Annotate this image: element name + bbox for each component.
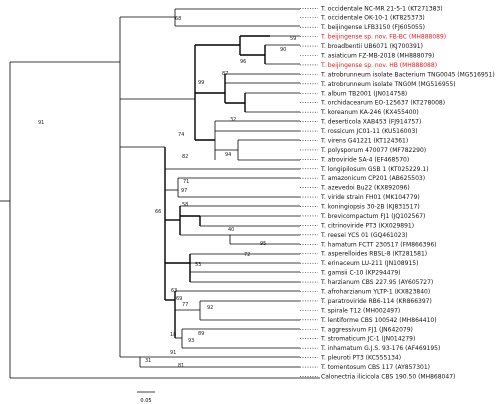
taxon-label: Calonectria ilicicola CBS 190.50 (MH8680… — [321, 373, 455, 380]
taxon-label: T. occidentale NC-MR 21-5-1 (KT271383) — [320, 5, 443, 12]
taxon-label: T. atrobrunneum isolate TNG0M (MG516955) — [320, 81, 456, 88]
taxon-label: T. aggressivum FJ1 (JN642079) — [320, 326, 413, 333]
bootstrap-value: 74 — [178, 132, 184, 138]
bootstrap-value: 40 — [228, 227, 234, 233]
taxon-label: T. asiaticum FZ-MB-2018 (MH888079) — [320, 53, 434, 60]
taxon-label: T. stromaticum JC-1 (JN014279) — [320, 336, 415, 343]
taxon-label: T. virens G41221 (KT124361) — [320, 137, 408, 144]
taxon-label: T. azevedoi Bu22 (KX892096) — [320, 185, 410, 192]
taxon-label: T. citrinoviride PT3 (KX029891) — [320, 222, 414, 229]
bootstrap-value: 96 — [240, 59, 246, 65]
bootstrap-value: 77 — [182, 302, 188, 308]
taxon-label: T. harzianum CBS 227.95 (AY605727) — [320, 279, 433, 286]
bootstrap-value: 53 — [195, 262, 201, 268]
bootstrap-value: 91 — [38, 120, 44, 126]
bootstrap-value: 58 — [182, 202, 188, 208]
taxon-label: T. broadbentii UB6071 (KJ700391) — [320, 43, 423, 50]
taxon-label: T. polysporum 470077 (MF782290) — [320, 147, 426, 154]
taxon-label: T. reesei YCS 01 (GQ461023) — [320, 232, 408, 239]
bootstrap-value: 95 — [260, 241, 266, 247]
taxon-labels: T. occidentale NC-MR 21-5-1 (KT271383) T.… — [320, 5, 495, 380]
taxon-label: T. tomentosum CBS 117 (AY857301) — [320, 364, 430, 371]
leader-dots — [300, 8, 318, 377]
taxon-label: T. inhamatum G.J.S. 93-176 (AF469195) — [320, 345, 440, 352]
taxon-label: T. brevicompactum FJ1 (JQ102567) — [320, 213, 425, 220]
bootstrap-value: 97 — [181, 188, 187, 194]
bootstrap-value: 59 — [290, 36, 296, 42]
taxon-label: T. koningiopsis 30-2B (KJ831517) — [320, 204, 420, 211]
bootstrap-value: 66 — [155, 209, 161, 215]
bootstrap-value: 71 — [183, 179, 189, 185]
bootstrap-value: 72 — [244, 252, 250, 258]
scale-bar-label: 0.05 — [140, 398, 151, 404]
bootstrap-value: 69 — [176, 296, 182, 302]
bootstrap-value: 18 — [170, 332, 176, 338]
taxon-label: T. atrobrunneum isolate Bacterium TNG004… — [320, 71, 495, 78]
bootstrap-value: 92 — [207, 305, 213, 311]
taxon-label: T. asperelloides RBSL-8 (KT281581) — [320, 251, 427, 258]
bootstrap-value: 32 — [230, 117, 236, 123]
bootstrap-value: 31 — [145, 358, 151, 364]
taxon-label: T. koreanum KA-246 (KX455400) — [320, 109, 419, 116]
bootstrap-values: 68 59 90 96 87 99 32 74 91 94 82 66 71 97 58 40 95 72 53 63… — [38, 16, 296, 369]
taxon-label: T. rossicum JC01-11 (KU516003) — [320, 128, 418, 135]
taxon-label-new-species: T. beijingense sp. nov. FB-BC (MH888089) — [320, 34, 446, 41]
bootstrap-value: 93 — [188, 338, 194, 344]
bootstrap-value: 94 — [225, 152, 231, 158]
taxon-label: T. deserticola XAB453 (FJ914757) — [320, 119, 421, 126]
bootstrap-value: 63 — [171, 288, 177, 294]
taxon-label: T. afroharzianum YLTP-1 (KX823840) — [320, 289, 430, 296]
taxon-label: T. hamatum FCTT 230517 (FM866396) — [320, 241, 436, 248]
taxon-label: T. paratroviride RB6-114 (KR866397) — [320, 298, 432, 305]
taxon-label: T. orchidacearum EO-125637 (KT278008) — [320, 100, 445, 107]
bootstrap-value: 90 — [280, 47, 286, 53]
taxon-label: T. spirale T12 (MH002497) — [320, 307, 400, 314]
taxon-label: T. viride strain FH01 (MK104779) — [320, 194, 420, 201]
bootstrap-value: 91 — [170, 350, 176, 356]
scale-bar: 0.05 — [137, 391, 155, 404]
taxon-label: T. lentiforme CBS 100542 (MH864410) — [320, 317, 437, 324]
tree-branches — [0, 8, 320, 379]
taxon-label: T. pleuroti PT3 (KC555134) — [320, 355, 401, 362]
bootstrap-value: 87 — [222, 71, 228, 77]
taxon-label: T. erinaceum LU-211 (JN108915) — [320, 260, 418, 267]
bootstrap-value: 82 — [182, 154, 188, 160]
taxon-label: T. atroviride SA-4 (EF468570) — [320, 156, 409, 163]
taxon-label: T. album TB2001 (JN014758) — [320, 90, 407, 97]
bootstrap-value: 89 — [198, 331, 204, 337]
bootstrap-value: 99 — [198, 80, 204, 86]
taxon-label: T. amazonicum CP201 (AB625503) — [320, 175, 425, 182]
taxon-label: T. gamsii C-10 (KP294479) — [320, 270, 401, 277]
taxon-label: T. occidentale OK-10-1 (KT825373) — [320, 15, 425, 22]
bootstrap-value: 68 — [175, 16, 181, 22]
taxon-label: T. longipilosum GSB 1 (KT025229.1) — [320, 166, 429, 173]
bootstrap-value: 81 — [178, 363, 184, 369]
taxon-label-new-species: T. beijingense sp. nov. HB (MH888088) — [320, 62, 437, 69]
taxon-label: T. beijingense LFB3150 (FJ605055) — [320, 24, 425, 31]
